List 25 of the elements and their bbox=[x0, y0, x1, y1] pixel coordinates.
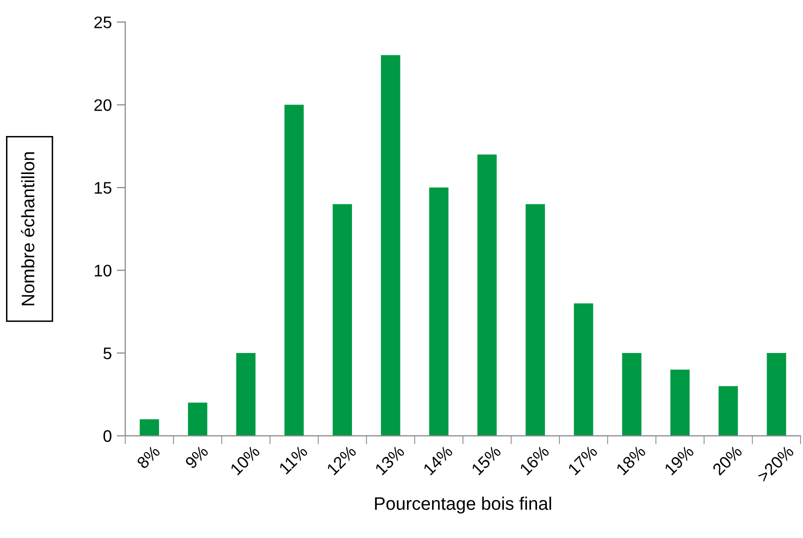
bar bbox=[332, 204, 352, 436]
y-tick-label: 25 bbox=[94, 16, 112, 28]
bar bbox=[188, 402, 208, 436]
bar bbox=[140, 419, 160, 436]
bar bbox=[718, 386, 738, 436]
y-axis-title: Nombre échantillon bbox=[20, 152, 34, 306]
bar bbox=[766, 353, 786, 436]
x-tick-label: 8% bbox=[136, 444, 161, 470]
bar bbox=[622, 353, 642, 436]
y-tick-label: 20 bbox=[94, 99, 112, 112]
y-tick-label: 5 bbox=[103, 348, 112, 360]
bar bbox=[477, 154, 497, 436]
bar bbox=[429, 188, 448, 436]
bar bbox=[236, 353, 256, 436]
bar bbox=[284, 104, 304, 436]
y-tick-label: 10 bbox=[94, 264, 112, 276]
bar bbox=[670, 370, 690, 436]
x-tick-label: 9% bbox=[184, 444, 209, 470]
x-tick-label: 11% bbox=[278, 444, 308, 475]
bar bbox=[380, 55, 400, 436]
bar bbox=[574, 303, 594, 436]
x-axis-title: Pourcentage bois final bbox=[375, 496, 552, 514]
y-tick-label: 0 bbox=[103, 430, 112, 442]
bar bbox=[526, 204, 545, 436]
y-tick-label: 15 bbox=[94, 182, 112, 194]
